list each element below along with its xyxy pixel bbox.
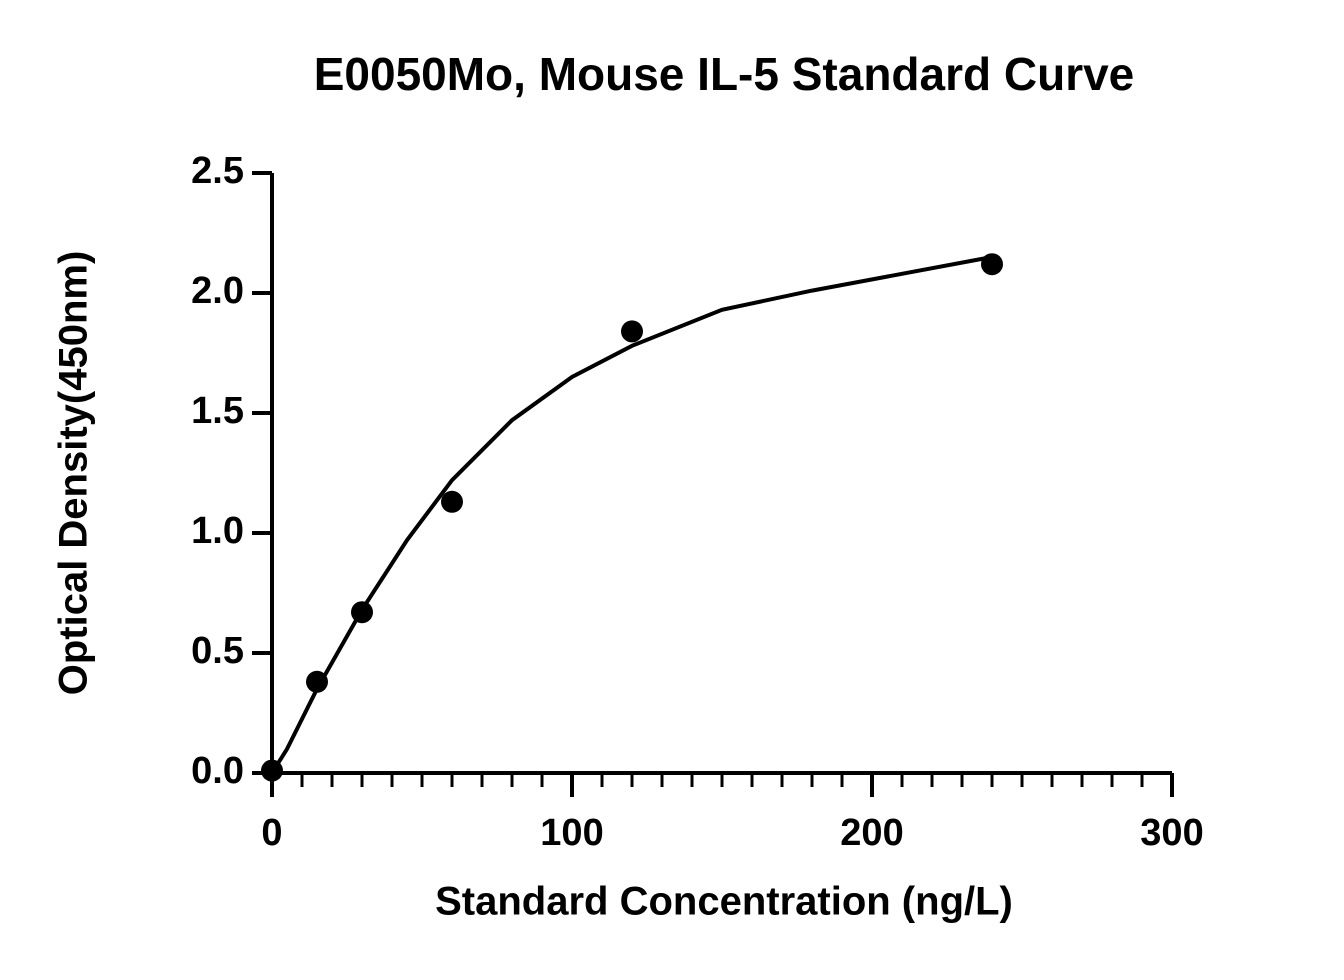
x-tick-label: 300 (1140, 812, 1203, 854)
x-tick-label: 100 (540, 812, 603, 854)
y-tick-label: 1.5 (191, 390, 244, 432)
x-tick-label: 200 (840, 812, 903, 854)
y-axis-label: Optical Density(450nm) (52, 251, 96, 696)
y-tick-label: 0.0 (191, 750, 244, 792)
y-tick-label: 1.0 (191, 510, 244, 552)
x-tick-label: 0 (261, 812, 282, 854)
chart-title: E0050Mo, Mouse IL-5 Standard Curve (314, 48, 1135, 100)
data-point (981, 253, 1003, 276)
data-point (351, 601, 373, 624)
data-point (306, 670, 328, 693)
y-tick-label: 2.5 (191, 150, 244, 192)
y-tick-label: 2.0 (191, 270, 244, 312)
data-point (441, 490, 463, 513)
data-point (261, 759, 283, 782)
y-tick-label: 0.5 (191, 630, 244, 672)
data-point (621, 320, 643, 343)
x-axis-label: Standard Concentration (ng/L) (435, 880, 1013, 924)
